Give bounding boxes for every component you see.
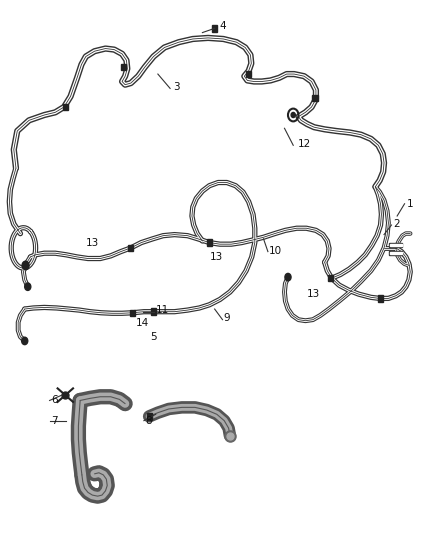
Text: 13: 13: [210, 252, 223, 262]
Text: 5: 5: [150, 332, 157, 342]
Text: 8: 8: [145, 416, 152, 426]
Bar: [121, 64, 127, 70]
Text: 1: 1: [407, 199, 413, 209]
Text: 9: 9: [223, 313, 230, 323]
Bar: [130, 310, 135, 316]
Bar: [151, 309, 156, 315]
Circle shape: [291, 112, 295, 118]
Bar: [390, 252, 402, 254]
Text: 2: 2: [394, 219, 400, 229]
Bar: [128, 245, 134, 251]
Text: 3: 3: [173, 82, 180, 92]
Bar: [328, 275, 333, 281]
Bar: [246, 71, 251, 77]
Bar: [63, 104, 68, 110]
Bar: [389, 243, 403, 247]
Circle shape: [285, 273, 291, 281]
Text: 7: 7: [51, 416, 57, 426]
Text: 4: 4: [219, 21, 226, 31]
Bar: [389, 251, 403, 255]
Bar: [212, 25, 217, 31]
Circle shape: [21, 337, 28, 345]
Text: 12: 12: [297, 139, 311, 149]
Circle shape: [22, 261, 29, 270]
Bar: [378, 295, 383, 302]
Bar: [312, 95, 318, 101]
Circle shape: [25, 283, 31, 290]
Text: 14: 14: [136, 318, 149, 328]
Text: 13: 13: [306, 289, 320, 299]
Bar: [207, 239, 212, 246]
Bar: [147, 413, 152, 419]
Text: 11: 11: [155, 305, 169, 315]
Text: 13: 13: [86, 238, 99, 247]
Bar: [390, 244, 402, 246]
Text: 6: 6: [51, 395, 57, 406]
Text: 10: 10: [269, 246, 283, 255]
